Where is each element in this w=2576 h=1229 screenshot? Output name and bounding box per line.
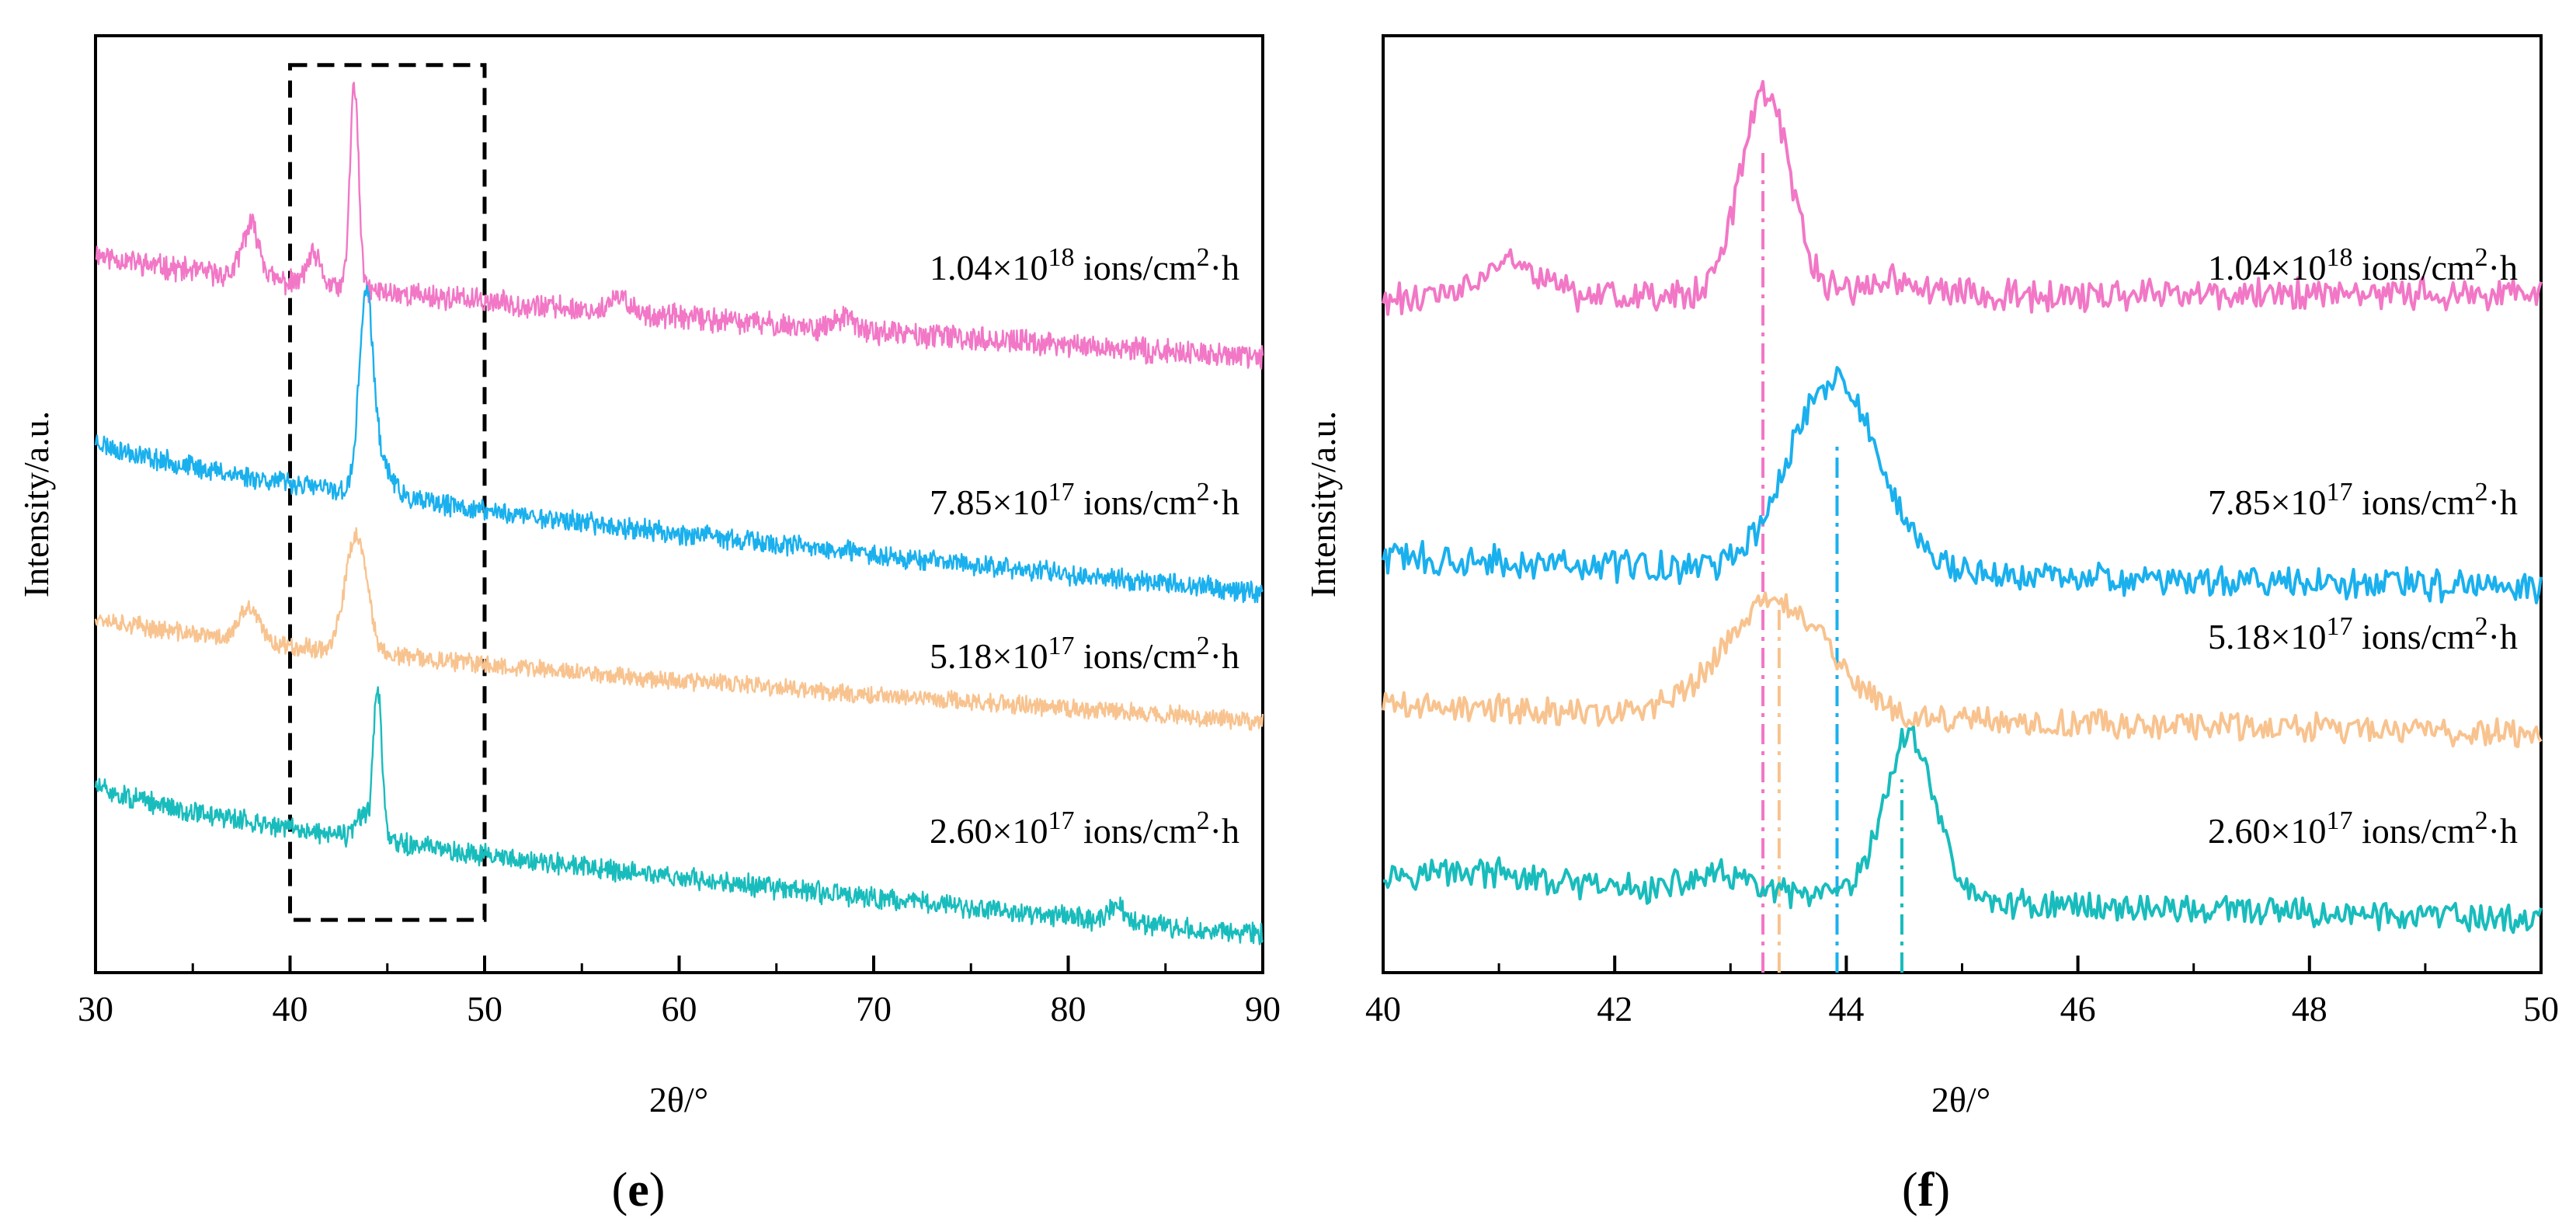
series-label-superscript: 2 — [2475, 478, 2488, 507]
zoom-region-box — [288, 63, 487, 922]
series-label-superscript: 2 — [2475, 612, 2488, 641]
series-label-text: ions/cm — [2353, 617, 2475, 656]
series-label: 5.18×1017 ions/cm2·h — [930, 632, 1239, 676]
x-tick-label: 60 — [662, 989, 697, 1029]
series-label-text: 7.85×10 — [930, 482, 1048, 522]
series-label-text: 2.60×10 — [930, 811, 1048, 851]
series-label-superscript: 2 — [1197, 478, 1210, 507]
x-tick-label: 90 — [1245, 989, 1281, 1029]
series-label: 1.04×1018 ions/cm2·h — [2208, 243, 2518, 287]
x-tick-label: 50 — [2523, 989, 2559, 1029]
series-label: 5.18×1017 ions/cm2·h — [2208, 612, 2518, 656]
panel-e-series-labels: 1.04×1018 ions/cm2·h7.85×1017 ions/cm2·h… — [930, 243, 1239, 851]
panel-f-y-axis-title: Intensity/a.u. — [1303, 411, 1343, 597]
series-label-superscript: 17 — [2327, 612, 2353, 641]
series-label-superscript: 2 — [2475, 243, 2488, 272]
panel-e-y-axis-title: Intensity/a.u. — [16, 411, 56, 597]
series-label-text: ·h — [2488, 811, 2518, 851]
series-label: 2.60×1017 ions/cm2·h — [2208, 806, 2518, 851]
x-tick-label: 30 — [78, 989, 113, 1029]
panel-f-series-labels: 1.04×1018 ions/cm2·h7.85×1017 ions/cm2·h… — [2208, 243, 2518, 851]
series-label-text: ions/cm — [2353, 811, 2475, 851]
x-tick-label: 80 — [1051, 989, 1086, 1029]
xrd-series-line — [94, 284, 1264, 604]
series-label: 1.04×1018 ions/cm2·h — [930, 243, 1239, 287]
series-label-text: 1.04×10 — [2208, 248, 2326, 287]
series-label-text: ·h — [1210, 482, 1239, 522]
series-label-superscript: 17 — [1048, 632, 1075, 660]
series-label-superscript: 17 — [2327, 478, 2353, 507]
panel-f-series — [1382, 79, 2543, 935]
xrd-series-line — [1382, 591, 2543, 749]
series-label-text: 2.60×10 — [2208, 811, 2326, 851]
xrd-series-line — [95, 82, 1264, 370]
series-label-text: ·h — [1210, 248, 1239, 287]
xrd-series-line — [1382, 726, 2543, 935]
panel-e-chart: 30 40 50 60 70 80 90 1.04×1018 ions/cm2·h7.85×… — [16, 34, 1281, 1217]
series-label-text: ·h — [2488, 617, 2518, 656]
panel-f-caption: (f) — [1902, 1164, 1950, 1217]
panel-e-x-ticks: 30 40 50 60 70 80 90 — [78, 956, 1281, 1029]
panel-e-annotations — [288, 63, 487, 922]
panel-f-caption-letter: f — [1918, 1164, 1935, 1217]
series-label-superscript: 2 — [2475, 806, 2488, 835]
series-label-superscript: 2 — [1197, 632, 1210, 660]
panel-f-chart: 40 42 44 46 48 50 1.04×1018 ions/cm2·h7.85×10… — [1303, 34, 2559, 1217]
x-tick-label: 40 — [1365, 989, 1401, 1029]
series-label-superscript: 18 — [2327, 243, 2353, 272]
panel-e-x-axis-title: 2θ/° — [649, 1080, 708, 1119]
x-tick-label: 44 — [1828, 989, 1864, 1029]
xrd-series-line — [1382, 79, 2543, 316]
series-label-text: ions/cm — [1075, 636, 1197, 676]
series-label-text: ·h — [2488, 482, 2518, 522]
series-label-text: ions/cm — [1075, 811, 1197, 851]
panel-f-reference-lines — [1761, 152, 1903, 973]
panel-f-x-axis-title: 2θ/° — [1931, 1080, 1990, 1119]
series-label-text: ions/cm — [2353, 248, 2475, 287]
panel-e-caption: (e) — [612, 1164, 666, 1217]
panel-e-caption-letter: e — [627, 1164, 649, 1217]
series-label-text: 7.85×10 — [2208, 482, 2326, 522]
panel-f-x-ticks: 40 42 44 46 48 50 — [1365, 956, 2559, 1029]
series-label-superscript: 2 — [1197, 243, 1210, 272]
series-label-text: ions/cm — [2353, 482, 2475, 522]
series-label-text: ions/cm — [1075, 248, 1197, 287]
series-label-text: ·h — [1210, 811, 1239, 851]
series-label: 7.85×1017 ions/cm2·h — [2208, 478, 2518, 522]
panel-e-series — [94, 82, 1264, 945]
series-label: 7.85×1017 ions/cm2·h — [930, 478, 1239, 522]
series-label: 2.60×1017 ions/cm2·h — [930, 806, 1239, 851]
x-tick-label: 42 — [1597, 989, 1632, 1029]
series-label-text: 5.18×10 — [930, 636, 1048, 676]
x-tick-label: 70 — [856, 989, 892, 1029]
x-tick-label: 50 — [467, 989, 502, 1029]
series-label-superscript: 17 — [1048, 806, 1075, 835]
series-label-text: 1.04×10 — [930, 248, 1048, 287]
series-label-text: 5.18×10 — [2208, 617, 2326, 656]
xrd-series-line — [1382, 366, 2543, 604]
series-label-superscript: 2 — [1197, 806, 1210, 835]
series-label-superscript: 17 — [1048, 478, 1075, 507]
series-label-superscript: 18 — [1048, 243, 1075, 272]
series-label-text: ·h — [2488, 248, 2518, 287]
x-tick-label: 46 — [2060, 989, 2096, 1029]
x-tick-label: 48 — [2292, 989, 2327, 1029]
x-tick-label: 40 — [273, 989, 308, 1029]
series-label-text: ·h — [1210, 636, 1239, 676]
series-label-text: ions/cm — [1075, 482, 1197, 522]
xrd-series-line — [94, 686, 1264, 945]
series-label-superscript: 17 — [2327, 806, 2353, 835]
xrd-series-line — [94, 527, 1264, 731]
